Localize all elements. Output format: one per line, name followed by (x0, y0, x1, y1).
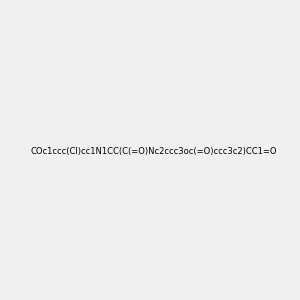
Text: COc1ccc(Cl)cc1N1CC(C(=O)Nc2ccc3oc(=O)ccc3c2)CC1=O: COc1ccc(Cl)cc1N1CC(C(=O)Nc2ccc3oc(=O)ccc… (31, 147, 277, 156)
